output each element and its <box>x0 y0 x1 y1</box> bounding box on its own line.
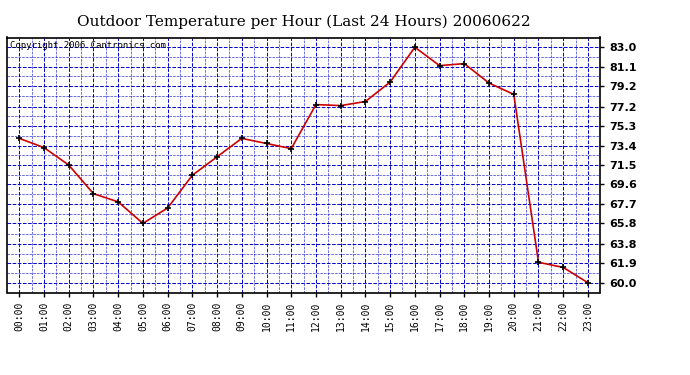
Text: Outdoor Temperature per Hour (Last 24 Hours) 20060622: Outdoor Temperature per Hour (Last 24 Ho… <box>77 15 531 29</box>
Text: Copyright 2006 Cantronics.com: Copyright 2006 Cantronics.com <box>10 41 166 50</box>
